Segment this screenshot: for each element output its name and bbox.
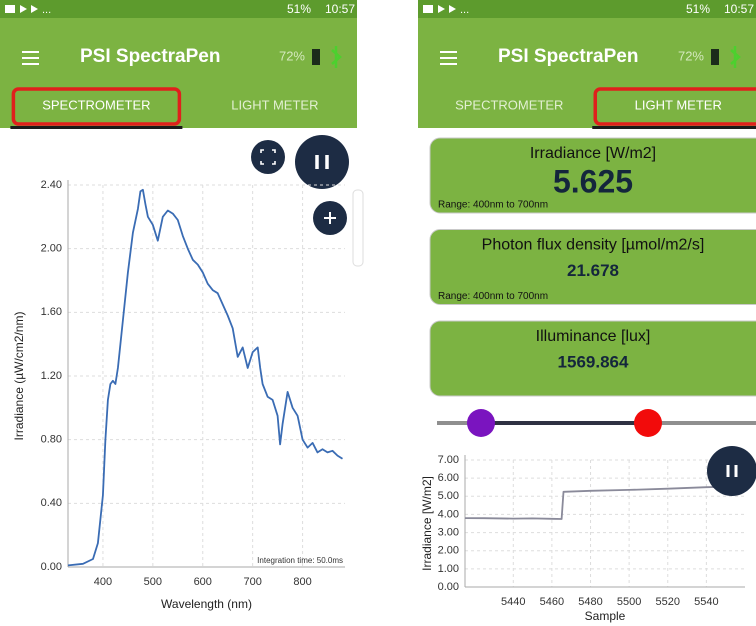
status-bar xyxy=(418,0,756,18)
device-battery: 72% xyxy=(678,48,704,63)
y-tick-label: 3.00 xyxy=(438,526,459,538)
y-tick-label: 6.00 xyxy=(438,472,459,484)
pause-button[interactable] xyxy=(707,446,756,496)
pause-icon xyxy=(315,155,329,169)
x-tick-label: 5440 xyxy=(501,596,525,608)
status-icon xyxy=(423,5,433,13)
tab[interactable]: LIGHT METER xyxy=(635,97,722,112)
y-tick-label: 1.20 xyxy=(41,370,62,382)
y-tick-label: 0.00 xyxy=(438,581,459,593)
y-tick-label: 5.00 xyxy=(438,490,459,502)
card xyxy=(429,137,756,214)
tab-highlight xyxy=(593,87,756,126)
tab-indicator xyxy=(10,126,183,129)
menu-line xyxy=(440,63,457,65)
status-battery: 51% xyxy=(287,2,311,16)
add-icon xyxy=(324,212,336,224)
tab[interactable]: SPECTROMETER xyxy=(42,97,150,112)
x-tick-label: 5480 xyxy=(578,596,602,608)
card-value: 1569.864 xyxy=(558,352,629,371)
y-tick-label: 2.00 xyxy=(41,243,62,255)
status-time: 10:57 xyxy=(325,2,355,16)
x-tick-label: 500 xyxy=(144,576,162,588)
side-panel xyxy=(352,189,364,267)
y-tick-label: 0.00 xyxy=(41,561,62,573)
y-tick-label: 2.40 xyxy=(41,179,62,191)
menu-line xyxy=(22,57,39,59)
x-tick-label: 5460 xyxy=(540,596,564,608)
y-tick-label: 4.00 xyxy=(438,508,459,520)
app-bar xyxy=(418,18,756,128)
tab-highlight xyxy=(11,87,182,126)
menu-line xyxy=(440,51,457,53)
slider-thumb-max[interactable] xyxy=(634,409,662,437)
app-title: PSI SpectraPen xyxy=(498,46,638,67)
status-icon xyxy=(438,5,456,13)
battery-icon xyxy=(312,49,320,65)
menu-button[interactable] xyxy=(440,51,457,65)
y-tick-label: 1.60 xyxy=(41,306,62,318)
y-tick-label: 2.00 xyxy=(438,545,459,557)
device-battery: 72% xyxy=(279,48,305,63)
menu-line xyxy=(440,57,457,59)
data-line xyxy=(67,188,343,567)
data-line xyxy=(464,485,742,520)
y-tick-label: 7.00 xyxy=(438,454,459,466)
y-tick-label: 1.00 xyxy=(438,563,459,575)
tab[interactable]: SPECTROMETER xyxy=(455,97,563,112)
bluetooth-icon xyxy=(331,46,342,68)
x-tick-label: 600 xyxy=(194,576,212,588)
status-icon xyxy=(5,5,15,13)
menu-line xyxy=(22,51,39,53)
fullscreen-icon xyxy=(260,149,276,165)
menu-line xyxy=(22,63,39,65)
slider-thumb-min[interactable] xyxy=(467,409,495,437)
bluetooth-icon xyxy=(730,46,741,68)
x-tick-label: 800 xyxy=(293,576,311,588)
status-dots: ... xyxy=(460,4,469,16)
x-tick-label: 5520 xyxy=(656,596,680,608)
x-tick-label: 5540 xyxy=(694,596,718,608)
card-range: Range: 400nm to 700nm xyxy=(438,291,548,302)
x-axis-label: Wavelength (nm) xyxy=(161,597,252,611)
status-icon xyxy=(20,5,38,13)
y-axis-label: Irradiance (µW/cm2/nm) xyxy=(12,312,26,441)
status-dots: ... xyxy=(42,4,51,16)
status-time: 10:57 xyxy=(724,2,754,16)
app-title: PSI SpectraPen xyxy=(80,46,220,67)
annotation: Integration time: 50.0ms xyxy=(257,556,343,565)
menu-button[interactable] xyxy=(22,51,39,65)
y-axis-label: Irradiance [W/m2] xyxy=(420,476,434,571)
card-range: Range: 400nm to 700nm xyxy=(438,200,548,211)
pause-icon xyxy=(726,465,738,477)
tab[interactable]: LIGHT METER xyxy=(231,97,318,112)
card-value: 21.678 xyxy=(567,261,619,280)
x-tick-label: 5500 xyxy=(617,596,641,608)
status-bar xyxy=(0,0,357,18)
card xyxy=(429,229,756,305)
x-axis-label: Sample xyxy=(585,609,626,623)
y-tick-label: 0.40 xyxy=(41,497,62,509)
status-battery: 51% xyxy=(686,2,710,16)
x-tick-label: 700 xyxy=(243,576,261,588)
card-title: Irradiance [W/m2] xyxy=(530,145,656,162)
battery-icon xyxy=(711,49,719,65)
y-tick-label: 0.80 xyxy=(41,434,62,446)
tab-indicator xyxy=(592,126,756,129)
x-tick-label: 400 xyxy=(94,576,112,588)
pause-button[interactable] xyxy=(295,135,349,189)
card-title: Photon flux density [µmol/m2/s] xyxy=(482,237,705,254)
card xyxy=(429,320,756,397)
card-value: 5.625 xyxy=(553,163,633,199)
card-title: Illuminance [lux] xyxy=(536,328,651,345)
fullscreen-button[interactable] xyxy=(251,140,285,174)
